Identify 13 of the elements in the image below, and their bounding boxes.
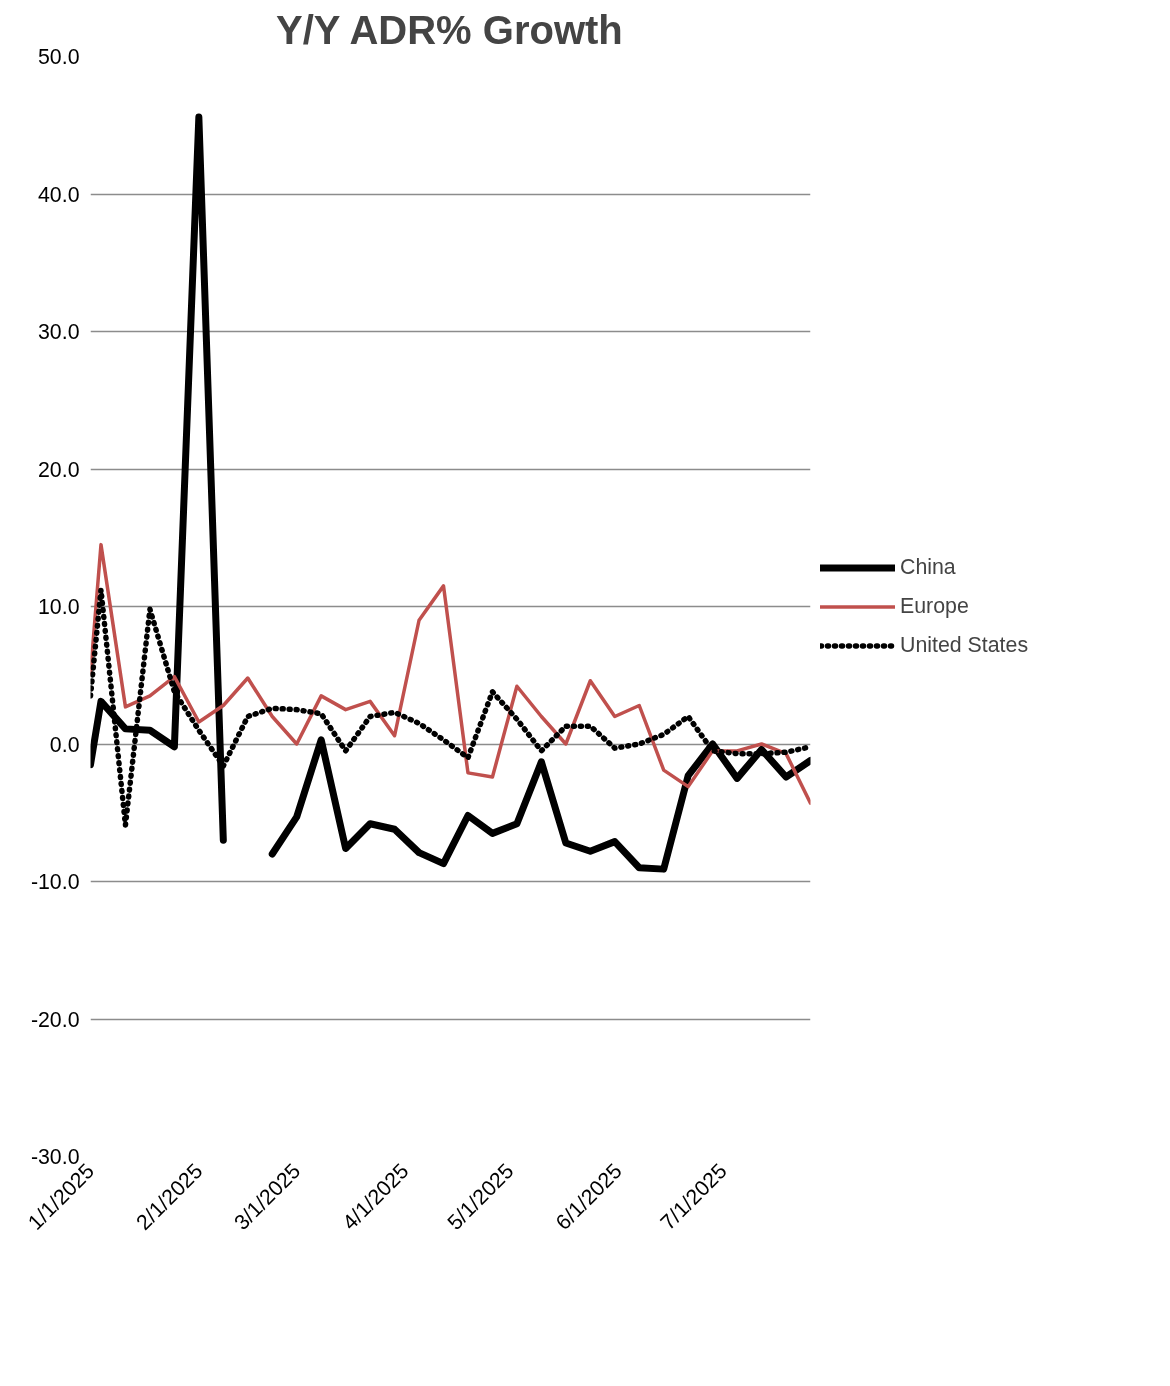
legend-label: China [900,554,956,580]
legend-label: United States [900,632,1029,658]
line-series [90,542,811,805]
y-tick-label: 10.0 [37,595,80,619]
y-tick-label: -20.0 [30,1007,80,1032]
y-tick-label: 0.0 [49,732,80,757]
y-tick-label: 30.0 [37,320,80,344]
y-tick-label: 50.0 [37,45,80,69]
y-tick-label: 40.0 [37,182,80,207]
y-tick-label: -10.0 [30,870,80,894]
y-tick-label: 20.0 [37,457,80,482]
legend-label: Europe [900,593,969,619]
chart-title: Y/Y ADR% Growth [276,7,623,52]
